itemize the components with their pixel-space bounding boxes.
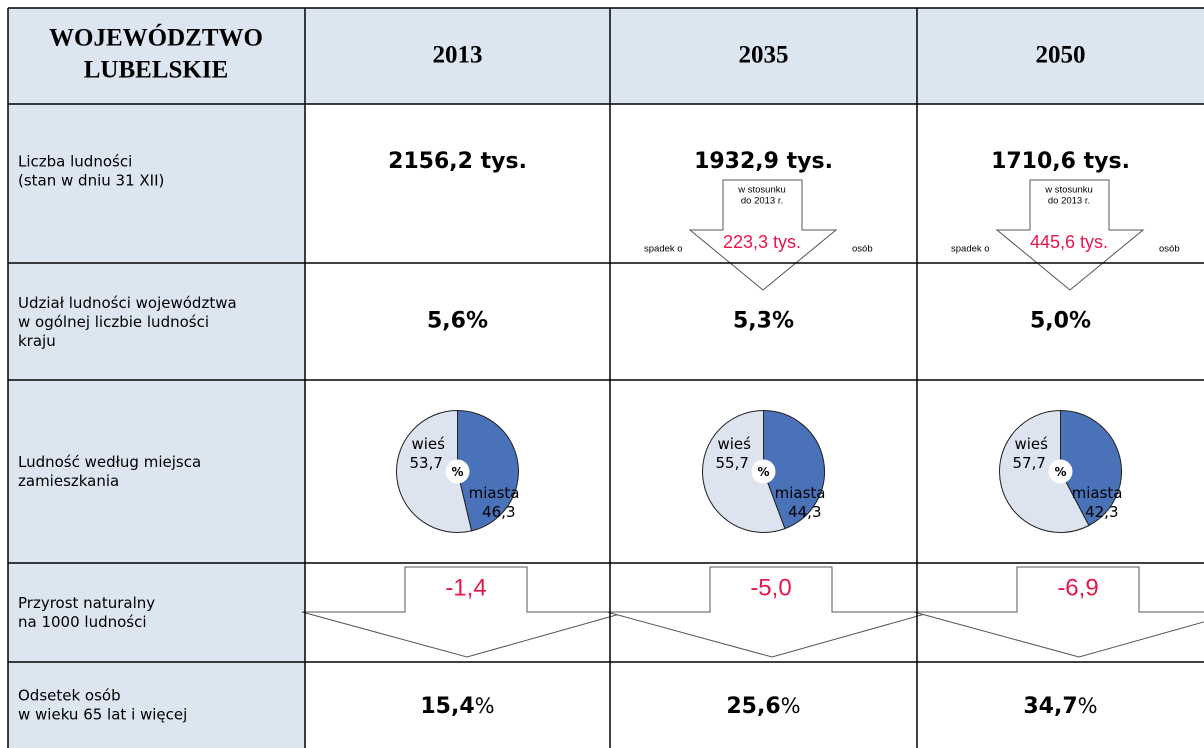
arrow (995, 179, 1145, 291)
pie-value-label: 44,3 (788, 503, 821, 521)
pie-label: miasta (469, 484, 520, 502)
note: do 2013 r. (741, 196, 783, 207)
row-label: Udział ludności województwa (18, 294, 237, 312)
pie-label: wieś (1015, 435, 1049, 453)
cell-value: 1932,9 tys. (694, 149, 833, 174)
cell-value: 5,0% (1030, 309, 1091, 334)
suffix: osób (852, 244, 873, 255)
prefix: spadek o (644, 244, 683, 255)
row-label: w wieku 65 lat i więcej (18, 706, 187, 724)
cell-value: 1710,6 tys. (991, 149, 1130, 174)
pie-value-label: 42,3 (1085, 503, 1118, 521)
unit: % (475, 694, 495, 718)
prefix: spadek o (951, 244, 990, 255)
pie-label: wieś (718, 435, 752, 453)
pie-center (445, 459, 470, 484)
unit: % (1078, 694, 1098, 718)
header-bg (8, 8, 1204, 104)
pie-center-label: % (757, 465, 769, 479)
value: 34,7 (1023, 694, 1077, 719)
note: w stosunku (1044, 185, 1093, 196)
pie-value-label: 46,3 (482, 503, 515, 521)
arrow (301, 566, 628, 658)
note: w stosunku (737, 185, 786, 196)
year-header: 2050 (1036, 42, 1086, 69)
cell-value: 25,6% (726, 694, 800, 719)
pie-slice (999, 409, 1090, 533)
row-label: Ludność według miejsca (18, 453, 201, 471)
value: 25,6 (726, 694, 780, 719)
cell-value: 15,4% (420, 694, 494, 719)
change: 445,6 tys. (1030, 232, 1108, 252)
cell-value: -5,0 (750, 574, 791, 601)
pie-slice (396, 409, 473, 533)
change: 223,3 tys. (723, 232, 801, 252)
cell-value: 2156,2 tys. (388, 149, 527, 174)
pie-value-label: 55,7 (716, 454, 749, 472)
arrow (913, 566, 1204, 658)
row-label: Liczba ludności (18, 153, 132, 171)
arrow (688, 179, 838, 291)
pie-value-label: 53,7 (410, 454, 443, 472)
pie-slice (763, 409, 825, 530)
row-label: Odsetek osób (18, 687, 121, 705)
pie-center-label: % (1054, 465, 1066, 479)
pie-center-label: % (451, 465, 463, 479)
row-label: zamieszkania (18, 472, 119, 490)
note: do 2013 r. (1048, 196, 1090, 207)
row-label: kraju (18, 332, 56, 350)
row-label: Przyrost naturalny (18, 594, 155, 612)
pie-slice (702, 409, 786, 533)
arrow (606, 566, 933, 658)
cell-value: 5,3% (733, 309, 794, 334)
pie-slice (1060, 409, 1122, 527)
header-title: LUBELSKIE (84, 57, 229, 84)
cell-value: 5,6% (427, 309, 488, 334)
pie-label: miasta (1072, 484, 1123, 502)
row-label: na 1000 ludności (18, 613, 147, 631)
pie-slice (457, 409, 519, 532)
label-col-bg (8, 104, 305, 748)
cell-value: -1,4 (445, 574, 486, 601)
year-header: 2013 (433, 42, 483, 69)
cell-value: 34,7% (1023, 694, 1097, 719)
header-title: WOJEWÓDZTWO (49, 24, 263, 52)
value: 15,4 (420, 694, 474, 719)
unit: % (781, 694, 801, 718)
suffix: osób (1159, 244, 1180, 255)
year-header: 2035 (739, 42, 789, 69)
pie-label: wieś (412, 435, 446, 453)
cell-value: -6,9 (1057, 574, 1098, 601)
pie-value-label: 57,7 (1013, 454, 1046, 472)
pie-label: miasta (775, 484, 826, 502)
pie-center (751, 459, 776, 484)
row-label: w ogólnej liczbie ludności (18, 313, 209, 331)
pie-center (1048, 459, 1073, 484)
row-label: (stan w dniu 31 XII) (18, 172, 164, 190)
